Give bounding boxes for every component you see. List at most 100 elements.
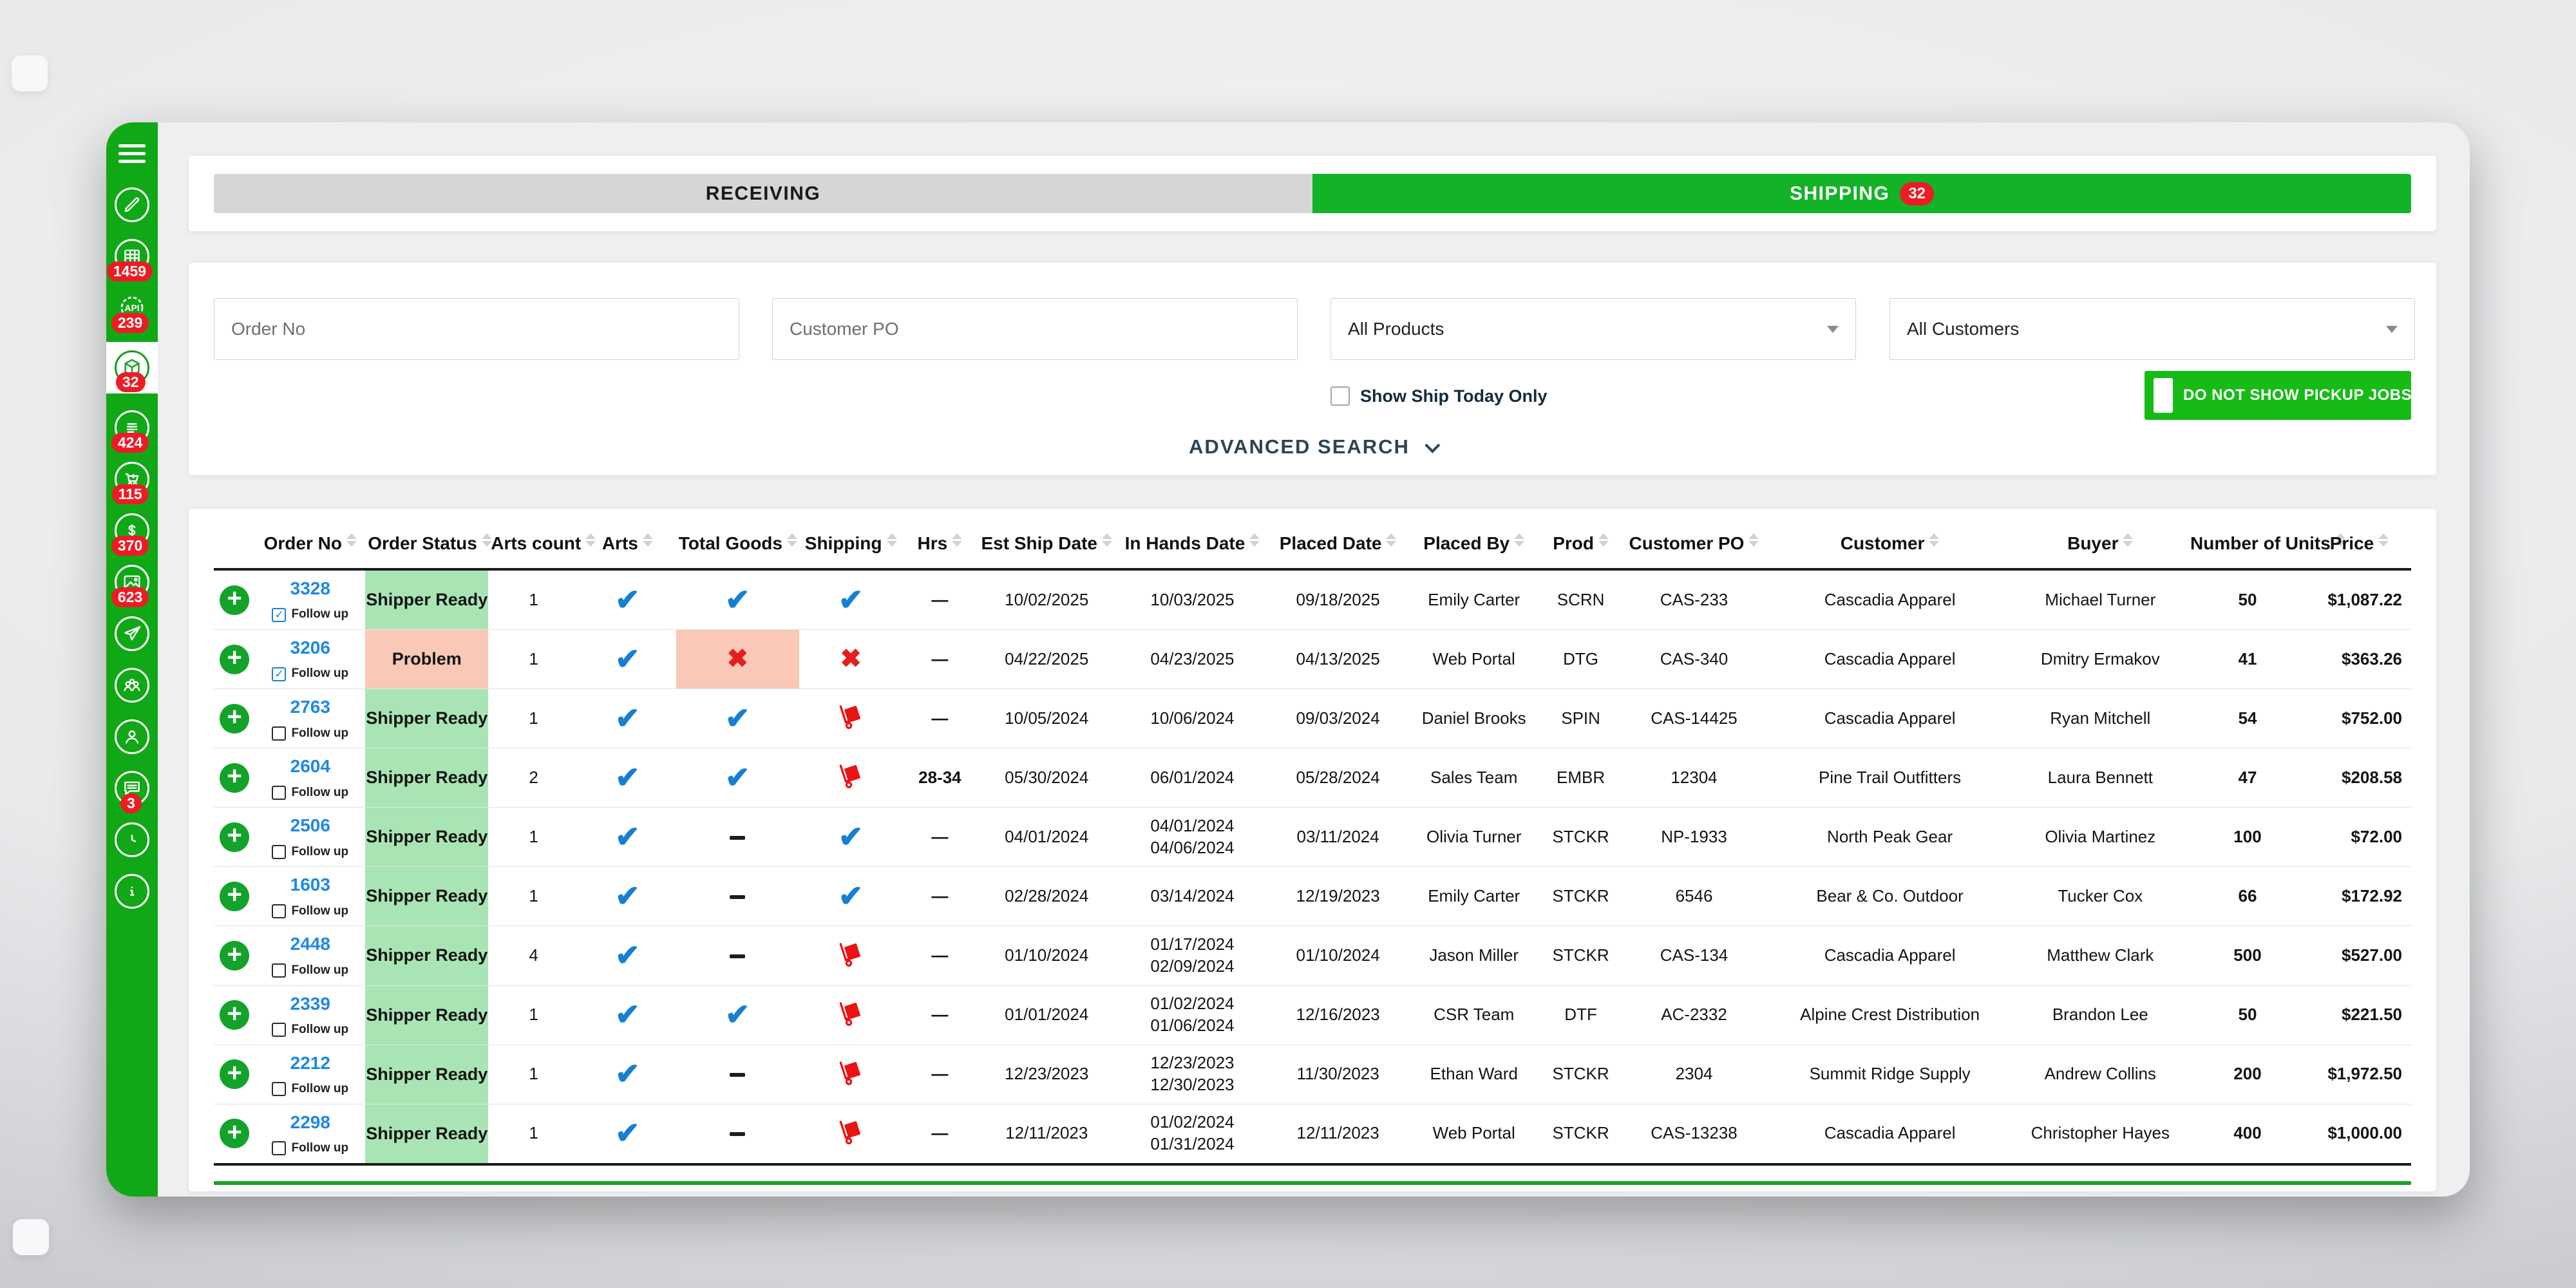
expand-row-button[interactable]: +	[220, 1000, 250, 1030]
checkbox-icon[interactable]	[1331, 386, 1350, 406]
order-no-input[interactable]	[214, 298, 739, 360]
order-no-link[interactable]: 1603	[290, 875, 330, 895]
order-no-link[interactable]: 2604	[290, 756, 330, 777]
sort-icon[interactable]	[1598, 533, 1609, 547]
checkbox-icon[interactable]	[272, 785, 287, 800]
sort-icon[interactable]	[1929, 533, 1940, 547]
sort-icon[interactable]	[1249, 533, 1260, 547]
order-no-link[interactable]: 2448	[290, 934, 330, 954]
order-no-link[interactable]: 3206	[290, 638, 330, 658]
est-ship-date-cell: 01/10/2024	[977, 925, 1117, 986]
checkbox-icon[interactable]	[272, 1023, 287, 1037]
checkbox-icon[interactable]	[272, 963, 287, 978]
checkbox-icon[interactable]: ✓	[272, 667, 287, 681]
checkbox-icon[interactable]	[272, 904, 287, 919]
column-header[interactable]: Customer	[1766, 523, 2013, 571]
column-header[interactable]: Order Status	[365, 523, 492, 571]
order-no-link[interactable]: 2506	[290, 815, 330, 836]
order-no-link[interactable]: 2298	[290, 1112, 330, 1132]
checkbox-icon[interactable]	[272, 726, 287, 741]
column-header[interactable]: Buyer	[2012, 523, 2188, 571]
sidebar-item-send[interactable]	[106, 616, 158, 651]
sort-icon[interactable]	[1514, 533, 1525, 547]
est-ship-date-cell: 10/05/2024	[977, 688, 1117, 749]
sort-icon[interactable]	[886, 533, 897, 547]
order-no-link[interactable]: 2339	[290, 993, 330, 1014]
sort-icon[interactable]	[1101, 533, 1112, 547]
order-no-link[interactable]: 2212	[290, 1052, 330, 1073]
tab-shipping[interactable]: SHIPPING 32	[1312, 174, 2411, 213]
column-header[interactable]: Order No	[255, 523, 366, 571]
column-header[interactable]: Hrs	[902, 523, 978, 571]
expand-row-button[interactable]: +	[220, 644, 250, 674]
column-header[interactable]: Prod	[1540, 523, 1622, 571]
sort-icon[interactable]	[1386, 533, 1397, 547]
expand-row-button[interactable]: +	[220, 1059, 250, 1090]
sort-icon[interactable]	[585, 533, 596, 547]
sidebar-item-messages[interactable]: 3	[106, 771, 158, 813]
sidebar-item-history[interactable]	[106, 822, 158, 857]
sidebar-item-shipping[interactable]: 32	[106, 342, 158, 393]
expand-row-button[interactable]: +	[220, 762, 250, 793]
sort-icon[interactable]	[786, 533, 797, 547]
tab-receiving[interactable]: RECEIVING	[214, 174, 1312, 213]
customers-select[interactable]: All Customers	[1889, 298, 2415, 360]
follow-up-checkbox[interactable]: Follow up	[258, 904, 363, 920]
follow-up-checkbox[interactable]: ✓ Follow up	[258, 607, 363, 623]
products-select[interactable]: All Products	[1331, 298, 1856, 360]
expand-row-button[interactable]: +	[220, 941, 250, 971]
column-header[interactable]: Price	[2307, 523, 2411, 571]
column-header[interactable]: Total Goods	[676, 523, 799, 571]
sort-icon[interactable]	[2123, 533, 2134, 547]
column-header[interactable]: Arts	[578, 523, 676, 571]
column-header[interactable]: Number of Units	[2188, 523, 2345, 571]
sort-icon[interactable]	[1748, 533, 1759, 547]
sort-icon[interactable]	[2378, 533, 2389, 547]
sort-icon[interactable]	[481, 533, 492, 547]
sidebar-item-info[interactable]	[106, 874, 158, 909]
sidebar-item-invoices[interactable]: 424	[106, 410, 158, 453]
sidebar-item-artwork[interactable]: 623	[106, 565, 158, 607]
expand-row-button[interactable]: +	[220, 1119, 250, 1149]
sidebar-item-spreadsheet[interactable]: 1459	[106, 239, 158, 281]
sidebar-item-customers[interactable]	[106, 668, 158, 703]
follow-up-checkbox[interactable]: Follow up	[258, 844, 363, 860]
checkbox-icon[interactable]: ✓	[272, 607, 287, 622]
column-header[interactable]: Est Ship Date	[977, 523, 1117, 571]
column-header[interactable]: Arts count	[488, 523, 596, 571]
checkbox-icon[interactable]	[272, 1141, 287, 1156]
sidebar-item-edit[interactable]	[106, 187, 158, 222]
advanced-search-toggle[interactable]: ADVANCED SEARCH	[189, 429, 2436, 465]
order-no-link[interactable]: 2763	[290, 697, 330, 717]
column-header[interactable]: In Hands Date	[1116, 523, 1269, 571]
checkbox-icon[interactable]	[272, 845, 287, 860]
expand-row-button[interactable]: +	[220, 881, 250, 911]
sidebar-item-billing[interactable]: 370	[106, 513, 158, 556]
customer-po-input[interactable]	[772, 298, 1298, 360]
expand-row-button[interactable]: +	[220, 585, 250, 615]
sort-icon[interactable]	[952, 533, 963, 547]
order-no-link[interactable]: 3328	[290, 578, 330, 598]
sidebar-item-api[interactable]: API 239	[106, 290, 158, 333]
sidebar-item-account[interactable]	[106, 719, 158, 754]
column-header[interactable]: Customer PO	[1621, 523, 1767, 571]
column-header[interactable]: Placed By	[1407, 523, 1540, 571]
follow-up-checkbox[interactable]: Follow up	[258, 785, 363, 801]
do-not-show-pickup-jobs-button[interactable]: DO NOT SHOW PICKUP JOBS	[2145, 371, 2412, 420]
follow-up-checkbox[interactable]: Follow up	[258, 726, 363, 742]
expand-row-button[interactable]: +	[220, 822, 250, 852]
sort-icon[interactable]	[642, 533, 653, 547]
show-ship-today-checkbox[interactable]: Show Ship Today Only	[1331, 380, 1548, 412]
checkbox-icon[interactable]	[272, 1082, 287, 1097]
column-header[interactable]: Shipping	[799, 523, 903, 571]
follow-up-checkbox[interactable]: Follow up	[258, 1141, 363, 1157]
sidebar-item-orders[interactable]: 115	[106, 462, 158, 504]
follow-up-checkbox[interactable]: Follow up	[258, 963, 363, 979]
column-header[interactable]: Placed Date	[1268, 523, 1408, 571]
follow-up-checkbox[interactable]: ✓ Follow up	[258, 666, 363, 682]
expand-row-button[interactable]: +	[220, 703, 250, 734]
follow-up-checkbox[interactable]: Follow up	[258, 1022, 363, 1038]
menu-icon[interactable]	[118, 144, 146, 163]
sort-icon[interactable]	[346, 533, 357, 547]
follow-up-checkbox[interactable]: Follow up	[258, 1081, 363, 1097]
